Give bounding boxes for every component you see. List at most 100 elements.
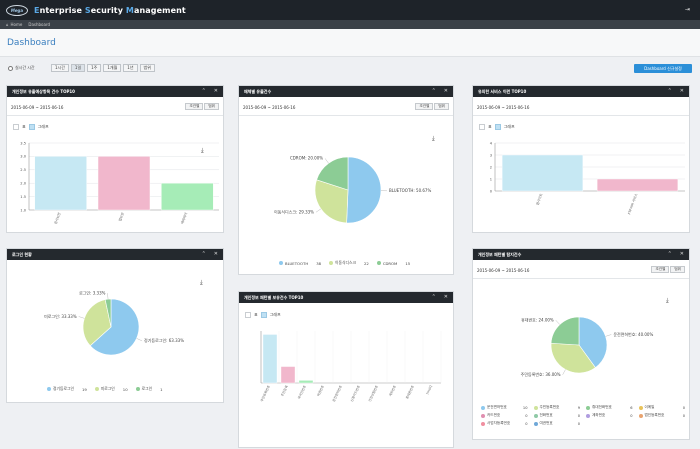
app-title: Enterprise Security Management (34, 6, 186, 15)
range-button-3[interactable]: 1개월 (103, 64, 121, 72)
breadcrumb-home[interactable]: ⌂ Home (6, 22, 22, 27)
detail-button[interactable]: 범위 (434, 103, 449, 110)
collapse-icon[interactable]: ⌃ (668, 251, 672, 257)
legend-count: 15 (405, 261, 410, 266)
date-range: 2015-06-09 ~ 2015-06-16 (477, 105, 529, 110)
legend-swatch (586, 414, 590, 418)
legend-swatch (136, 387, 140, 391)
legend-swatch (329, 261, 333, 265)
lookup-button[interactable]: 조건별 (415, 103, 433, 110)
bar[interactable] (299, 380, 313, 383)
legend-count: 0 (525, 422, 527, 426)
legend-swatch (586, 406, 590, 410)
legend-name: 운전면허번호 (487, 405, 507, 410)
company-logo: Mega (6, 5, 28, 16)
collapse-icon[interactable]: ⌃ (668, 88, 672, 94)
legend-count: 0 (578, 414, 580, 418)
legend-swatch (534, 414, 538, 418)
bar[interactable] (597, 179, 678, 191)
legend-swatch (95, 387, 99, 391)
realtime-radio[interactable] (8, 66, 13, 71)
y-tick-label: 2 (490, 165, 492, 169)
pie-label: BLUETOOTH: 50.67% (389, 188, 431, 193)
bar[interactable] (263, 334, 277, 383)
date-range: 2015-06-09 ~ 2015-06-16 (11, 105, 63, 110)
close-icon[interactable]: ✕ (444, 88, 448, 94)
pie-slice[interactable] (347, 157, 381, 223)
divider (7, 115, 223, 116)
x-tick-label: 문서보안 (53, 212, 62, 225)
range-button-2[interactable]: 1주 (87, 64, 101, 72)
x-tick-label: 주민등록 (279, 384, 289, 397)
bar[interactable] (98, 156, 150, 210)
range-button-4[interactable]: 1년 (123, 64, 137, 72)
close-icon[interactable]: ✕ (214, 251, 218, 257)
legend-name: 법인등록번호 (645, 413, 665, 418)
x-tick-label: 외국인번호 (296, 384, 307, 399)
x-tick-label: 웹보안 (117, 212, 125, 222)
legend-swatch (47, 387, 51, 391)
pie-slice[interactable] (551, 317, 579, 345)
label-leader (137, 338, 142, 340)
x-tick-label: [mail] (425, 385, 433, 395)
legend-swatch (481, 414, 485, 418)
close-icon[interactable]: ✕ (214, 88, 218, 94)
collapse-icon[interactable]: ⌃ (202, 251, 206, 257)
collapse-icon[interactable]: ⌃ (432, 88, 436, 94)
realtime-toggle[interactable]: 실시간 시간 (8, 65, 35, 71)
close-icon[interactable]: ✕ (680, 251, 684, 257)
range-button-0[interactable]: 1시간 (51, 64, 69, 72)
detail-button[interactable]: 범위 (670, 266, 685, 273)
y-tick-label: 1.5 (20, 195, 26, 199)
range-button-1[interactable]: 1일 (71, 64, 85, 72)
close-icon[interactable]: ✕ (444, 294, 448, 300)
chart-detection-pie: 운전면허번호: 40.00%주민등록번호: 36.00%휴대번호: 24.00% (473, 293, 691, 393)
lookup-button[interactable]: 조건별 (651, 266, 669, 273)
bar[interactable] (161, 183, 213, 210)
range-button-5[interactable]: 범위 (140, 64, 155, 72)
pie-label: 이동식디스크: 29.33% (274, 209, 314, 215)
x-tick-label: 건강보험번호 (367, 384, 379, 402)
legend-count: 0 (630, 414, 632, 418)
logout-icon[interactable]: ⇥ (685, 6, 690, 13)
legend-swatch (377, 261, 381, 265)
bar[interactable] (502, 155, 583, 191)
detail-button[interactable]: 범위 (204, 103, 219, 110)
bar[interactable] (35, 156, 87, 210)
x-tick-label: 계좌번호 (387, 384, 397, 397)
collapse-icon[interactable]: ⌃ (202, 88, 206, 94)
x-tick-label: 매체제어 (179, 212, 188, 225)
close-icon[interactable]: ✕ (680, 88, 684, 94)
x-tick-label: 주민등록번호 (259, 384, 271, 402)
label-leader (325, 158, 329, 163)
dashboard-settings-button[interactable]: Dashboard 신규설정 (634, 64, 692, 73)
collapse-icon[interactable]: ⌃ (432, 294, 436, 300)
table-checkbox[interactable] (245, 312, 251, 318)
lookup-button[interactable]: 조건별 (185, 103, 203, 110)
bar[interactable] (281, 367, 295, 383)
legend-swatch (534, 406, 538, 410)
legend-swatch (481, 406, 485, 410)
legend-count: 0 (578, 422, 580, 426)
legend-name: 휴대전화번호 (592, 405, 612, 410)
graph-checkbox[interactable] (261, 312, 267, 318)
panel-pattern-detection: 개인정보 패턴별 탐지건수 ⌃✕ 2015-06-09 ~ 2015-06-16… (472, 248, 690, 440)
